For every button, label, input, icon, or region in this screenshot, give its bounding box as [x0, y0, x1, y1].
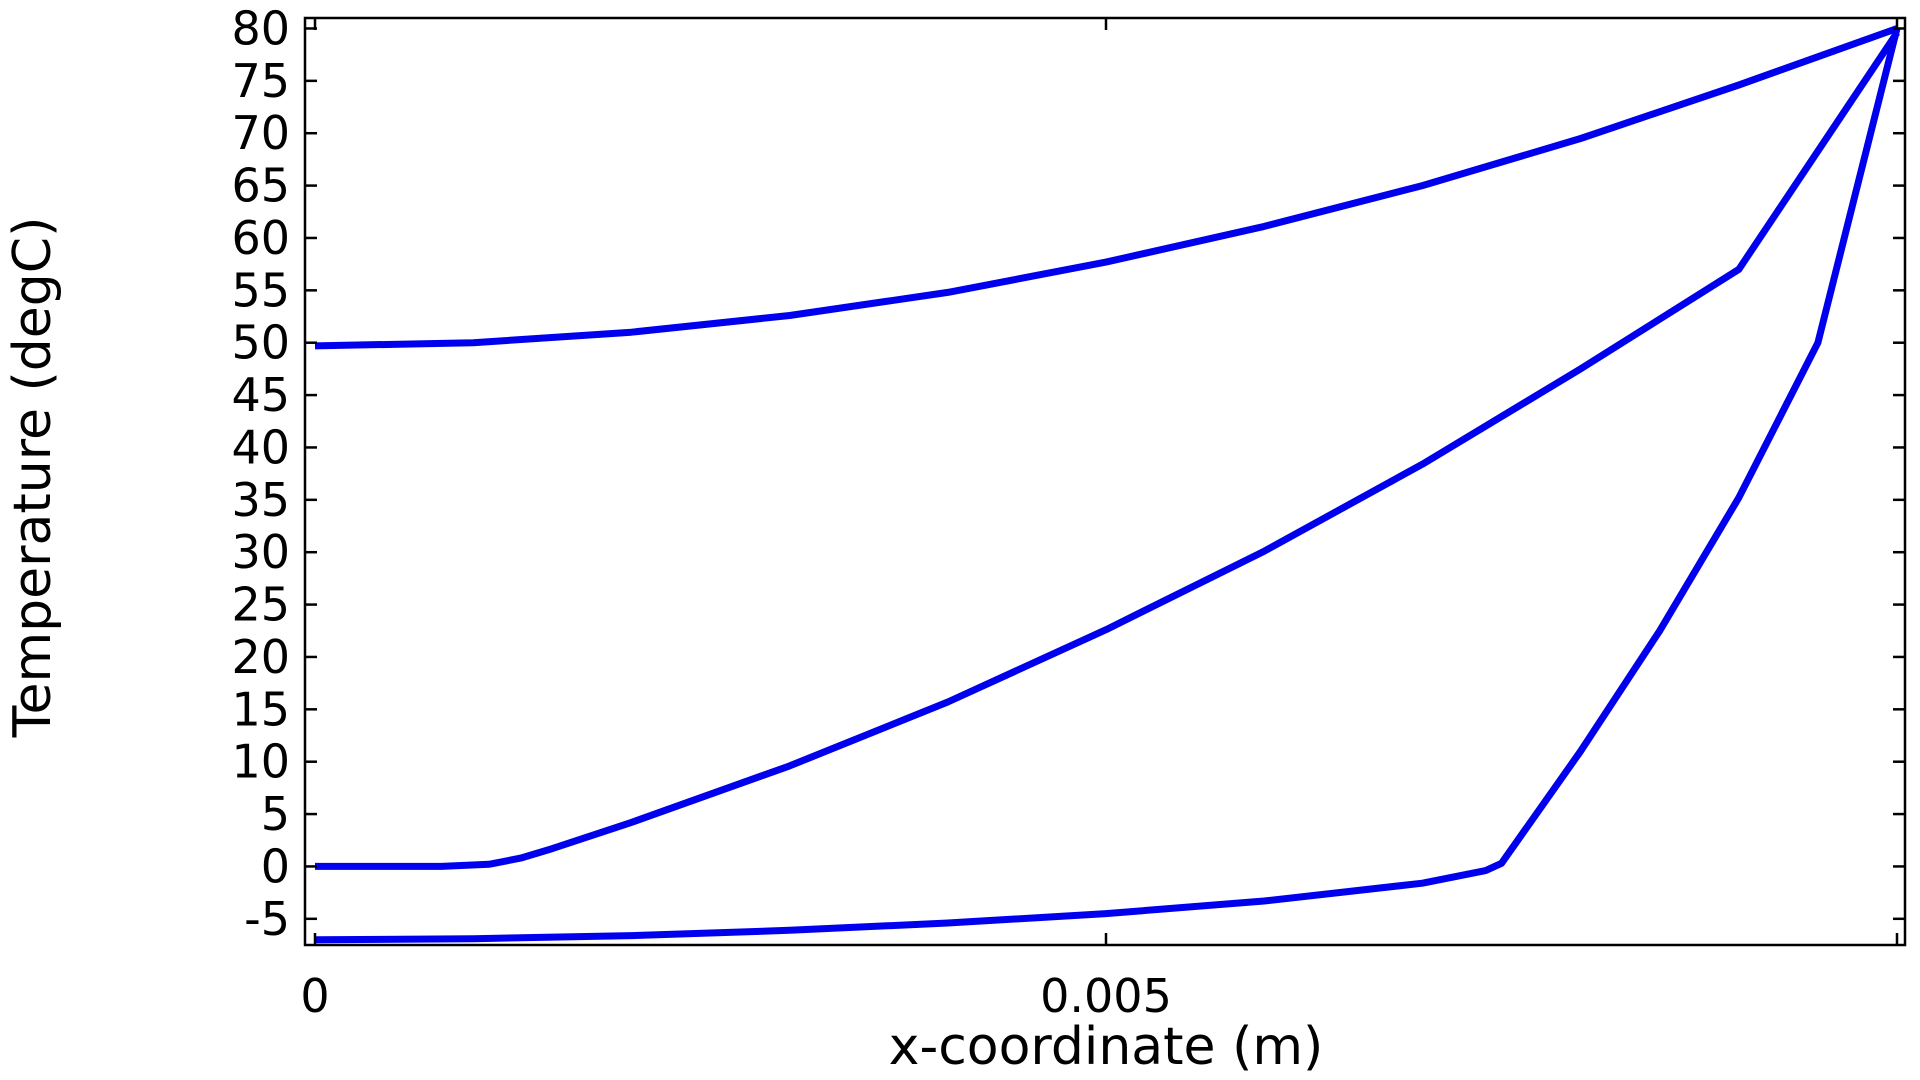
y-tick-label: 45 [231, 368, 290, 422]
y-tick-label: 20 [231, 630, 290, 684]
x-axis-ticks: 0 0.005 [300, 18, 1899, 1023]
y-tick-label: 65 [231, 159, 290, 213]
y-tick-label: 25 [231, 578, 290, 632]
y-tick-label: 60 [231, 211, 290, 265]
y-tick-label: 40 [231, 420, 290, 474]
x-tick-label: 0.005 [1040, 969, 1172, 1023]
y-tick-label: 0 [261, 839, 290, 893]
y-tick-label: 70 [231, 106, 290, 160]
plot-frame [303, 16, 1907, 947]
y-tick-label: 55 [231, 263, 290, 317]
y-tick-label: 50 [231, 316, 290, 370]
series-line-2 [315, 30, 1900, 870]
series-line-1 [314, 25, 1899, 350]
y-tick-label: 75 [231, 54, 290, 108]
series-layer [314, 25, 1901, 944]
y-tick-label: 5 [261, 787, 290, 841]
y-tick-label: 80 [231, 1, 290, 55]
y-tick-label: 35 [231, 473, 290, 527]
x-axis-title: x-coordinate (m) [889, 1017, 1324, 1077]
x-tick-label: 0 [300, 969, 329, 1023]
y-tick-label: 10 [231, 735, 290, 789]
y-tick-label: -5 [244, 892, 290, 946]
y-tick-label: 30 [231, 525, 290, 579]
series-line-3 [314, 27, 1901, 944]
y-tick-label: 15 [231, 682, 290, 736]
y-axis-title: Temperature (degC) [3, 217, 63, 739]
